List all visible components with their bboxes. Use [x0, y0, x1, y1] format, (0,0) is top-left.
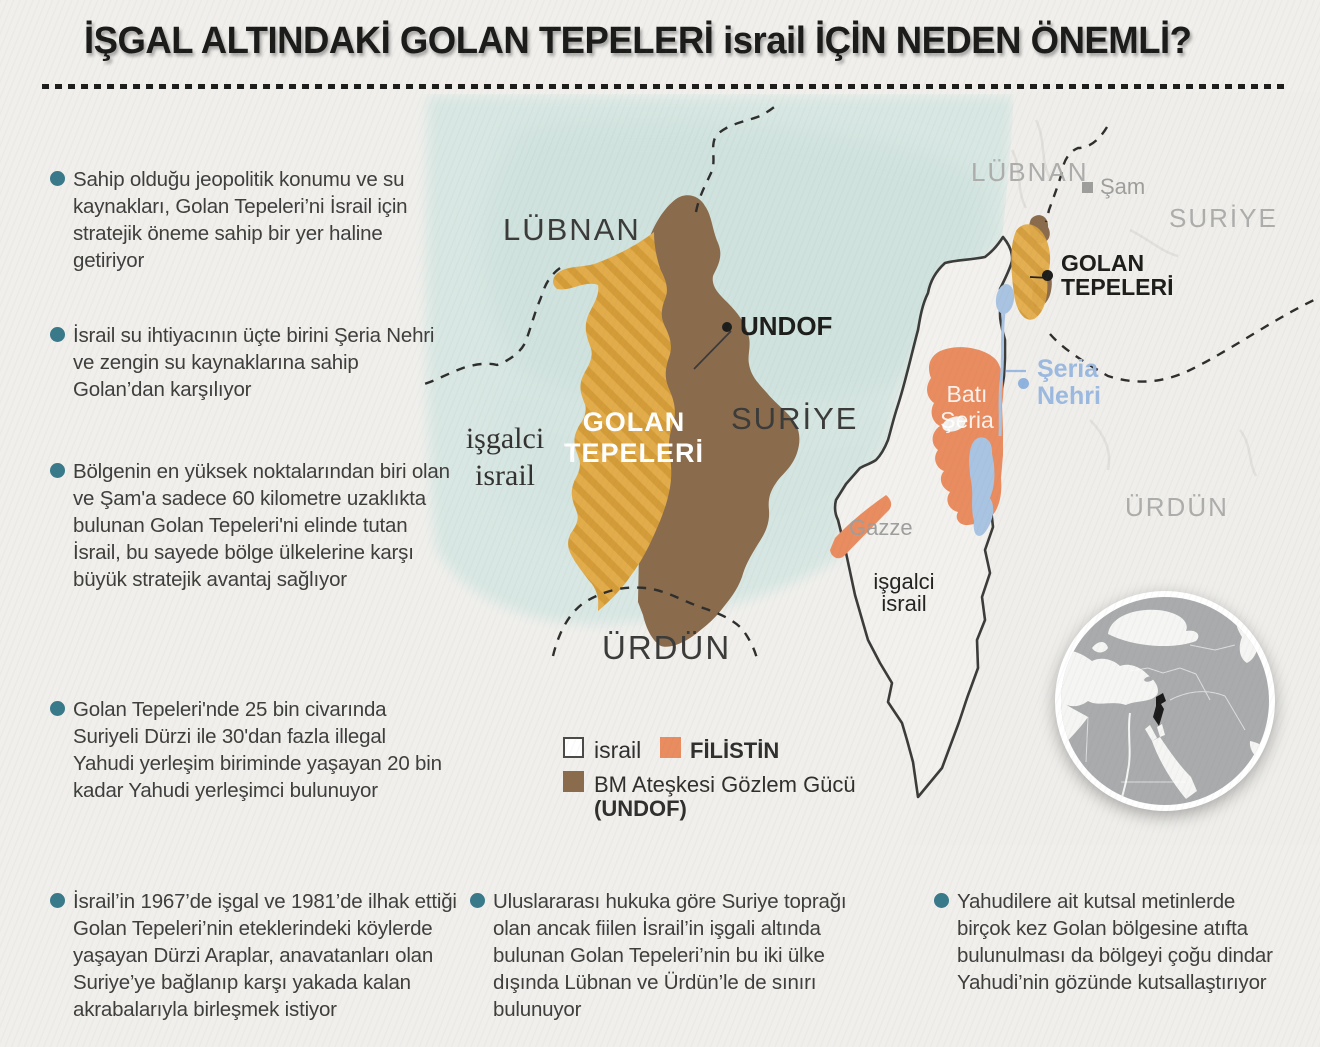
label-line: işgalci	[873, 569, 935, 594]
globe-israel-highlight	[1153, 693, 1166, 726]
golan-marker-icon	[1042, 269, 1053, 281]
label-lubnan-central: LÜBNAN	[503, 212, 641, 247]
label-gazze: Gazze	[849, 515, 913, 540]
list-item: İsrail’in 1967’de işgal ve 1981’de ilhak…	[50, 888, 460, 1023]
label-isgalci-israil-central: işgalci israil	[433, 420, 577, 494]
dashed-border-jordan-central	[551, 586, 759, 660]
label-bati-seria: Batı Şeria	[926, 381, 1008, 433]
list-item: Uluslararası hukuka göre Suriye toprağı …	[470, 888, 870, 1023]
bullet-dot-icon	[934, 893, 949, 908]
golan-central-region	[553, 232, 675, 611]
label-line: Şeria	[1037, 355, 1099, 383]
label-line: israil	[475, 459, 535, 492]
label-seria-nehri: Şeria Nehri	[1018, 356, 1101, 410]
globe-borders	[1085, 644, 1246, 783]
bullet-text: Golan Tepeleri'nde 25 bin civarında Suri…	[73, 698, 442, 802]
bullet-text: Bölgenin en yüksek noktalarından biri ol…	[73, 460, 450, 591]
undof-leader-line	[693, 330, 732, 370]
label-golan-tepeleri-right: GOLAN TEPELERİ	[1042, 251, 1173, 299]
label-suriye-central: SURİYE	[731, 401, 859, 436]
label-line: GOLAN	[1061, 250, 1145, 276]
label-undof: UNDOF	[722, 311, 832, 342]
label-line: GOLAN	[582, 407, 686, 437]
dashed-border-israel-lebanon-central	[418, 267, 561, 388]
label-text: UNDOF	[740, 311, 833, 341]
label-line: TEPELERİ	[1061, 274, 1174, 300]
golan-right-region	[1011, 215, 1052, 320]
label-urdun-right: ÜRDÜN	[1125, 492, 1229, 522]
bullet-text: Sahip olduğu jeopolitik konumu ve su kay…	[73, 168, 408, 272]
water-bodies	[969, 284, 1015, 536]
list-item: İsrail su ihtiyacının üçte birini Şeria …	[50, 322, 450, 403]
list-item: Yahudilere ait kutsal metinlerde birçok …	[934, 888, 1290, 996]
label-text: Şam	[1100, 174, 1146, 199]
dashed-border-syria-jordan-right	[1049, 295, 1320, 383]
label-line: işgalci	[465, 422, 545, 455]
bullet-dot-icon	[50, 463, 65, 478]
list-item: Bölgenin en yüksek noktalarından biri ol…	[50, 458, 450, 593]
bullet-text: Uluslararası hukuka göre Suriye toprağı …	[493, 890, 847, 1021]
bullet-dot-icon	[50, 701, 65, 716]
label-line: Batı	[946, 381, 988, 407]
globe-cyprus	[1144, 676, 1154, 682]
bullet-dot-icon	[50, 893, 65, 908]
legend-undof-label: BM Ateşkesi Gözlem Gücü	[594, 772, 856, 797]
bullet-dot-icon	[50, 171, 65, 186]
legend-filistin-label: FİLİSTİN	[690, 738, 780, 763]
globe-inset	[1055, 591, 1275, 811]
bullet-text: İsrail’in 1967’de işgal ve 1981’de ilhak…	[73, 890, 457, 1021]
label-sam: Şam	[1082, 174, 1145, 200]
gaza-region	[830, 495, 892, 559]
title-separator	[42, 84, 1285, 89]
west-bank-notch	[942, 416, 966, 432]
legend-israil-label: israil	[594, 737, 642, 763]
list-item: Sahip olduğu jeopolitik konumu ve su kay…	[50, 166, 450, 274]
legend-israil-swatch	[563, 737, 584, 758]
label-line: TEPELERİ	[563, 438, 705, 468]
sam-city-marker-icon	[1082, 181, 1093, 193]
legend-undof-label2: (UNDOF)	[594, 796, 687, 821]
label-isgalci-israil-right: işgalci israil	[854, 571, 954, 615]
bullet-dot-icon	[50, 327, 65, 342]
label-suriye-right: SURİYE	[1169, 203, 1278, 233]
label-line: Nehri	[1037, 382, 1101, 410]
bullet-text: Yahudilere ait kutsal metinlerde birçok …	[957, 890, 1273, 994]
bullet-text: İsrail su ihtiyacının üçte birini Şeria …	[73, 324, 435, 401]
bullet-dot-icon	[470, 893, 485, 908]
label-urdun-central: ÜRDÜN	[602, 629, 732, 666]
undof-marker-icon	[722, 321, 732, 332]
seria-marker-icon	[1018, 377, 1029, 389]
undof-brown-region	[638, 195, 800, 647]
label-golan-tepeleri-central: GOLAN TEPELERİ	[553, 407, 715, 469]
legend-filistin-swatch	[660, 737, 681, 758]
list-item: Golan Tepeleri'nde 25 bin civarında Suri…	[50, 696, 450, 804]
legend-undof-swatch	[563, 771, 584, 792]
dashed-border-lebanon-syria-right	[1044, 126, 1109, 223]
label-lubnan-right: LÜBNAN	[971, 157, 1089, 187]
label-line: israil	[881, 591, 927, 616]
label-line: Şeria	[940, 407, 994, 433]
page-title: İŞGAL ALTINDAKİ GOLAN TEPELERİ israil İÇ…	[84, 20, 1192, 62]
